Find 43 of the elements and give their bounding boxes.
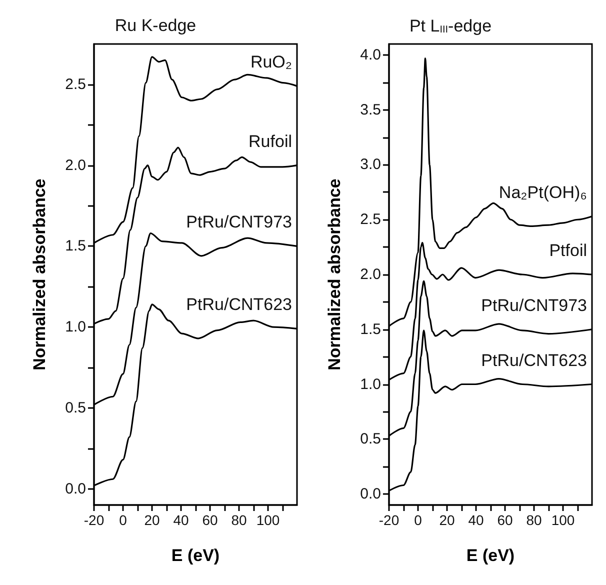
x-tick-label: 40 [468,512,484,528]
x-tick-label: 20 [439,512,455,528]
chart-title: Pt LIII-edge [409,16,492,36]
y-axis-title: Normalized absorbance [30,178,49,370]
y-tick-label: 1.5 [360,320,381,338]
series-label: RuO₂ [250,52,292,72]
x-tick-label: 60 [202,512,218,528]
series-label: PtRu/CNT623 [186,295,292,314]
y-tick-label: 0.5 [65,399,86,416]
chart-title: Ru K-edge [114,16,196,35]
x-axis-title: E (eV) [466,546,515,565]
y-tick-label: 1.0 [360,376,381,393]
series-label: Na₂Pt(OH)₆ [498,182,587,202]
x-tick-label: 0 [119,512,128,528]
y-tick-label: 1.0 [65,318,86,336]
y-tick-label: 0.5 [360,430,381,448]
y-tick-label: 2.0 [360,266,381,283]
y-tick-label: 0.0 [360,486,381,503]
y-tick-label: 4.0 [360,46,381,64]
y-tick-label: 0.0 [65,480,86,498]
x-tick-label: 100 [551,512,575,528]
y-axis-title: Normalized absorbance [325,178,344,370]
x-tick-label: 100 [256,512,280,528]
series-label: PtRu/CNT973 [186,212,292,232]
x-tick-label: 0 [414,512,422,528]
x-axis-title: E (eV) [171,546,220,565]
y-tick-label: 3.0 [360,156,381,174]
series-label: PtRu/CNT973 [481,296,587,315]
series-label: PtRu/CNT623 [481,350,587,370]
x-tick-label: 60 [497,512,513,528]
series-label: Rufoil [248,132,292,151]
x-tick-label: 20 [144,512,160,528]
series-label: Ptfoil [549,241,587,260]
y-tick-label: 2.5 [65,76,86,93]
y-tick-label: 2.0 [65,156,86,174]
y-tick-label: 1.5 [65,238,86,255]
x-tick-label: -20 [378,512,400,528]
x-tick-label: 40 [173,512,189,528]
y-tick-label: 3.5 [360,101,381,118]
x-tick-label: 80 [526,512,542,528]
y-tick-label: 2.5 [360,211,381,228]
x-tick-label: -20 [84,512,104,528]
x-tick-label: 80 [231,512,247,528]
